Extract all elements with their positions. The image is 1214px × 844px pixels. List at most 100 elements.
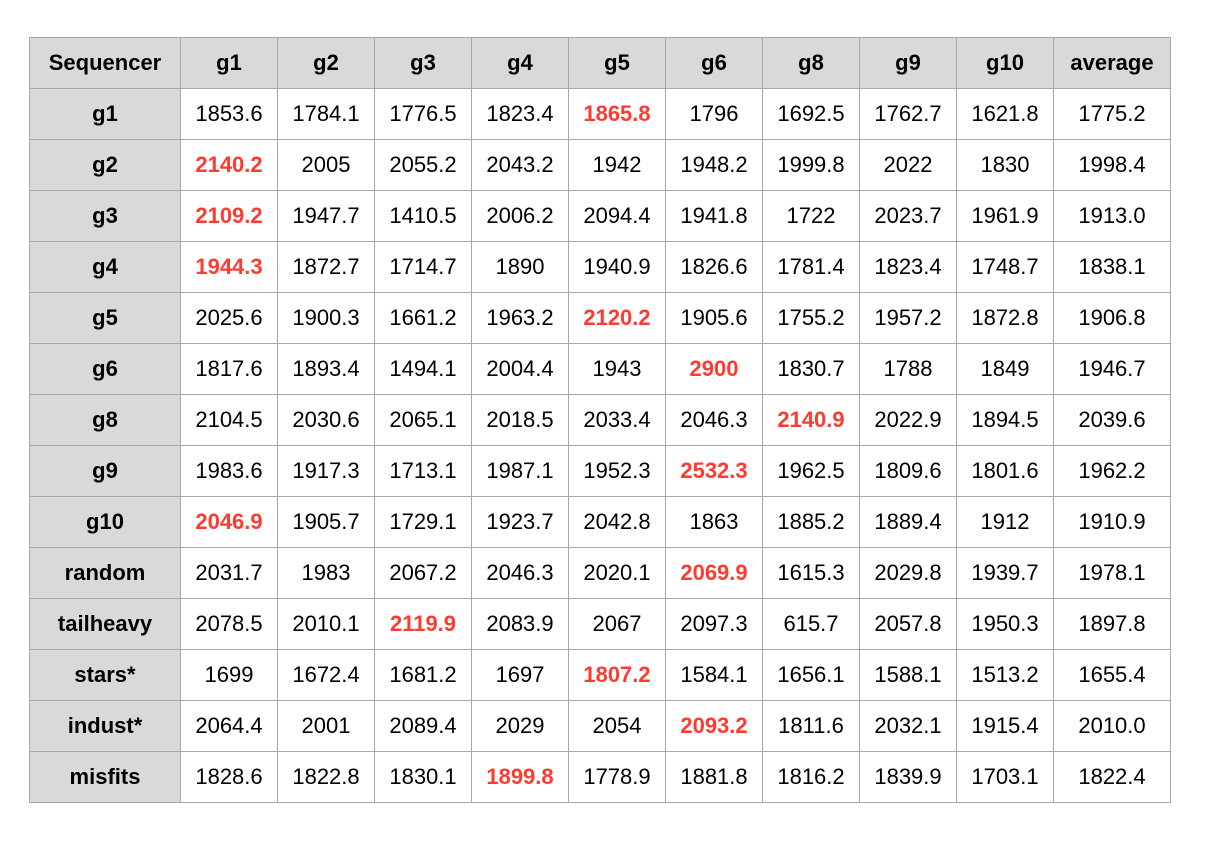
row-header-label: Sequencer bbox=[29, 37, 181, 89]
table-cell: 1912 bbox=[956, 496, 1054, 548]
table-cell: 1940.9 bbox=[568, 241, 666, 293]
table-cell: 1729.1 bbox=[374, 496, 472, 548]
table-cell-best: 1899.8 bbox=[471, 751, 569, 803]
table-cell: 2029 bbox=[471, 700, 569, 752]
table-cell: 1796 bbox=[665, 88, 763, 140]
table-cell: 1948.2 bbox=[665, 139, 763, 191]
table-cell: 1942 bbox=[568, 139, 666, 191]
table-cell: 1697 bbox=[471, 649, 569, 701]
table-cell: 1889.4 bbox=[859, 496, 957, 548]
table-cell: 1784.1 bbox=[277, 88, 375, 140]
table-row: tailheavy 2078.5 2010.1 2119.9 2083.9 2067 209… bbox=[29, 598, 1171, 650]
table-cell: 2005 bbox=[277, 139, 375, 191]
table-cell: 1822.4 bbox=[1053, 751, 1171, 803]
table-row: g5 2025.6 1900.3 1661.2 1963.2 2120.2 1905.6 17… bbox=[29, 292, 1171, 344]
row-label: tailheavy bbox=[29, 598, 181, 650]
table-cell: 2033.4 bbox=[568, 394, 666, 446]
table-cell: 615.7 bbox=[762, 598, 860, 650]
column-header-g4: g4 bbox=[471, 37, 569, 89]
column-header-g5: g5 bbox=[568, 37, 666, 89]
table-cell: 1917.3 bbox=[277, 445, 375, 497]
table-cell: 2001 bbox=[277, 700, 375, 752]
table-cell: 1692.5 bbox=[762, 88, 860, 140]
table-cell: 1788 bbox=[859, 343, 957, 395]
row-label: random bbox=[29, 547, 181, 599]
table-cell: 1961.9 bbox=[956, 190, 1054, 242]
table-cell: 2089.4 bbox=[374, 700, 472, 752]
table-cell: 1900.3 bbox=[277, 292, 375, 344]
table-cell: 2046.3 bbox=[471, 547, 569, 599]
table-cell: 1781.4 bbox=[762, 241, 860, 293]
table-cell: 1776.5 bbox=[374, 88, 472, 140]
table-cell: 1950.3 bbox=[956, 598, 1054, 650]
table-cell-best: 2093.2 bbox=[665, 700, 763, 752]
table-cell: 1905.7 bbox=[277, 496, 375, 548]
table-cell: 1830.1 bbox=[374, 751, 472, 803]
table-cell-best: 1807.2 bbox=[568, 649, 666, 701]
table-cell: 1714.7 bbox=[374, 241, 472, 293]
table-cell: 2018.5 bbox=[471, 394, 569, 446]
table-cell: 1816.2 bbox=[762, 751, 860, 803]
table-cell: 1872.7 bbox=[277, 241, 375, 293]
row-label: stars* bbox=[29, 649, 181, 701]
row-label: g9 bbox=[29, 445, 181, 497]
table-cell: 1811.6 bbox=[762, 700, 860, 752]
table-cell: 2030.6 bbox=[277, 394, 375, 446]
table-cell: 1655.4 bbox=[1053, 649, 1171, 701]
row-label: g5 bbox=[29, 292, 181, 344]
table-cell: 2097.3 bbox=[665, 598, 763, 650]
table-cell: 1809.6 bbox=[859, 445, 957, 497]
table-cell: 2055.2 bbox=[374, 139, 472, 191]
table-cell: 2065.1 bbox=[374, 394, 472, 446]
row-label: g4 bbox=[29, 241, 181, 293]
table-row: g6 1817.6 1893.4 1494.1 2004.4 1943 2900 1830.7… bbox=[29, 343, 1171, 395]
table-cell: 1943 bbox=[568, 343, 666, 395]
table-cell-best: 2140.9 bbox=[762, 394, 860, 446]
table-cell: 2042.8 bbox=[568, 496, 666, 548]
table-cell: 1983.6 bbox=[180, 445, 278, 497]
table-row: g4 1944.3 1872.7 1714.7 1890 1940.9 1826.6 1781… bbox=[29, 241, 1171, 293]
table-row: indust* 2064.4 2001 2089.4 2029 2054 2093.2 181… bbox=[29, 700, 1171, 752]
table-cell: 1748.7 bbox=[956, 241, 1054, 293]
table-cell: 2064.4 bbox=[180, 700, 278, 752]
table-cell: 1755.2 bbox=[762, 292, 860, 344]
table-cell: 1885.2 bbox=[762, 496, 860, 548]
table-row: random 2031.7 1983 2067.2 2046.3 2020.1 2069.9… bbox=[29, 547, 1171, 599]
table-cell: 1897.8 bbox=[1053, 598, 1171, 650]
table-cell-best: 1865.8 bbox=[568, 88, 666, 140]
row-label: g8 bbox=[29, 394, 181, 446]
header-row: Sequencer g1 g2 g3 g4 g5 g6 g8 g9 g10 average bbox=[29, 37, 1171, 89]
table-cell: 1863 bbox=[665, 496, 763, 548]
table-cell: 1978.1 bbox=[1053, 547, 1171, 599]
table-cell: 1713.1 bbox=[374, 445, 472, 497]
table-cell: 2057.8 bbox=[859, 598, 957, 650]
table-cell: 1905.6 bbox=[665, 292, 763, 344]
table-cell: 2022 bbox=[859, 139, 957, 191]
table-cell-best: 2900 bbox=[665, 343, 763, 395]
table-cell: 1910.9 bbox=[1053, 496, 1171, 548]
table-cell-best: 1944.3 bbox=[180, 241, 278, 293]
table-cell: 2043.2 bbox=[471, 139, 569, 191]
table-row: stars* 1699 1672.4 1681.2 1697 1807.2 1584.1 16… bbox=[29, 649, 1171, 701]
table-cell: 1513.2 bbox=[956, 649, 1054, 701]
table-cell: 1656.1 bbox=[762, 649, 860, 701]
table-cell-best: 2140.2 bbox=[180, 139, 278, 191]
table-cell: 2010.1 bbox=[277, 598, 375, 650]
column-header-average: average bbox=[1053, 37, 1171, 89]
table-cell: 1817.6 bbox=[180, 343, 278, 395]
table-cell: 1952.3 bbox=[568, 445, 666, 497]
table-row: g8 2104.5 2030.6 2065.1 2018.5 2033.4 2046.3 21… bbox=[29, 394, 1171, 446]
table-cell: 1823.4 bbox=[859, 241, 957, 293]
table-cell: 2006.2 bbox=[471, 190, 569, 242]
table-cell: 2025.6 bbox=[180, 292, 278, 344]
table-cell: 1722 bbox=[762, 190, 860, 242]
row-label: indust* bbox=[29, 700, 181, 752]
table-cell: 2067.2 bbox=[374, 547, 472, 599]
table-cell: 2104.5 bbox=[180, 394, 278, 446]
table-cell: 2054 bbox=[568, 700, 666, 752]
row-label: g6 bbox=[29, 343, 181, 395]
table-cell: 1849 bbox=[956, 343, 1054, 395]
table-cell: 2067 bbox=[568, 598, 666, 650]
table-cell: 1826.6 bbox=[665, 241, 763, 293]
table-cell: 1661.2 bbox=[374, 292, 472, 344]
